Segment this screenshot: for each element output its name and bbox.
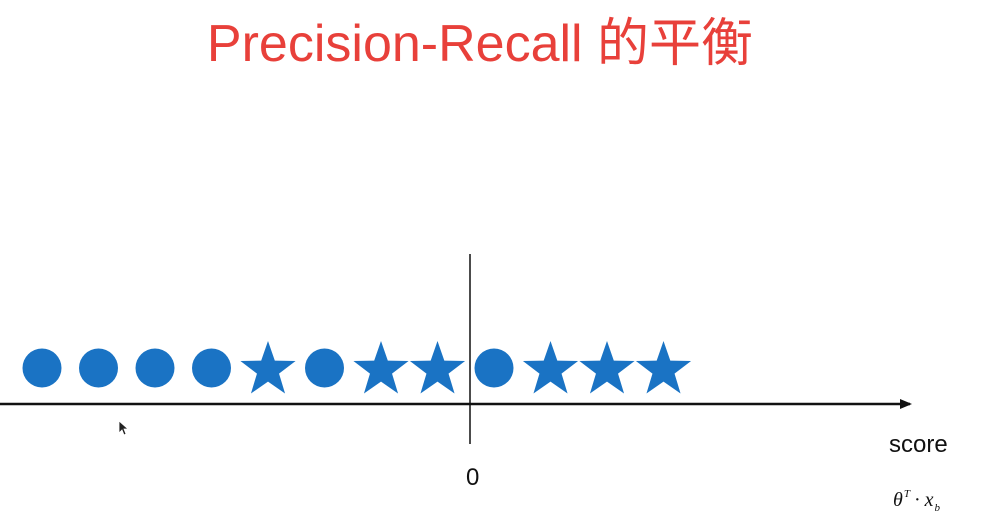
formula-x: x bbox=[924, 489, 934, 511]
star-icon bbox=[579, 341, 635, 394]
formula-theta: θ bbox=[893, 489, 903, 511]
mouse-cursor-icon bbox=[118, 420, 130, 436]
circle-icon bbox=[22, 348, 62, 388]
star-icon bbox=[522, 341, 579, 394]
circle-icon bbox=[305, 348, 344, 388]
circle-icon bbox=[135, 348, 175, 388]
star-icon bbox=[240, 341, 296, 394]
circle-icon bbox=[474, 348, 514, 388]
star-icon bbox=[635, 341, 692, 394]
formula-dot: · bbox=[913, 489, 921, 511]
slide-title: Precision-Recall 的平衡 bbox=[206, 15, 754, 73]
samples-layer bbox=[22, 341, 692, 394]
formula-subscript: b bbox=[934, 502, 941, 514]
threshold-label-zero: 0 bbox=[466, 464, 480, 491]
axis-label-score: score bbox=[889, 431, 948, 458]
circle-icon bbox=[79, 348, 118, 388]
circle-icon bbox=[192, 348, 231, 388]
score-formula: θT · xb bbox=[893, 482, 940, 520]
star-icon bbox=[409, 341, 466, 394]
star-icon bbox=[353, 341, 409, 394]
formula-transpose: T bbox=[903, 488, 910, 500]
